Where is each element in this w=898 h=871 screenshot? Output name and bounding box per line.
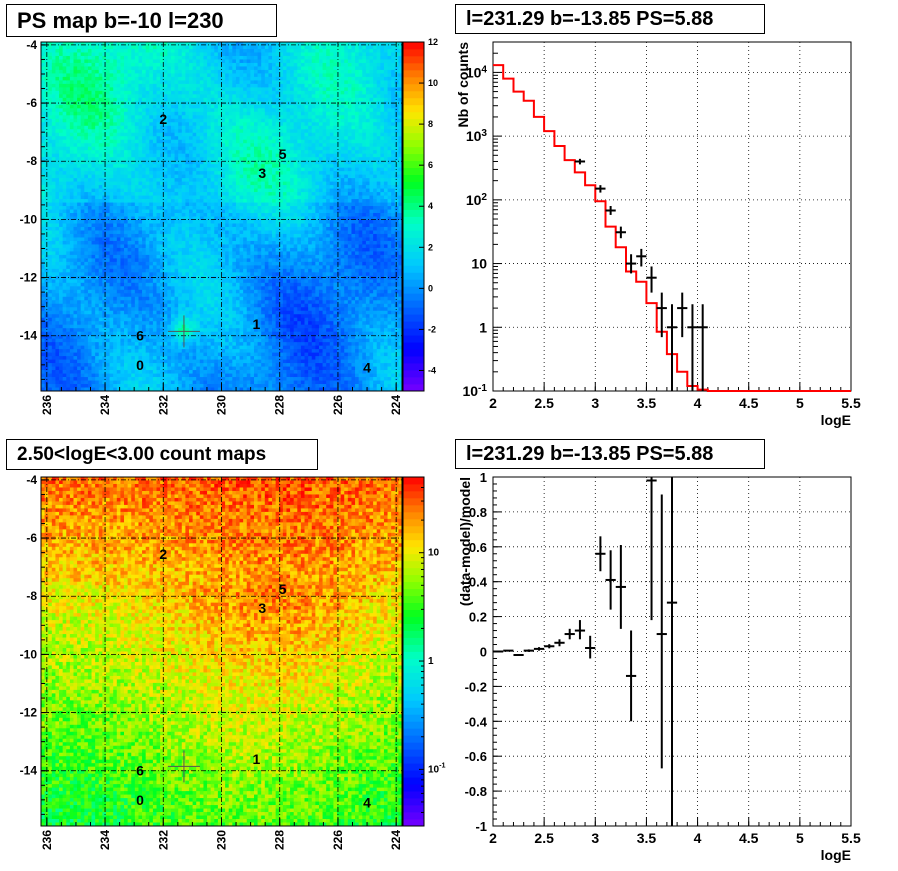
ps-map-colorbar-label: -2 [428,324,436,334]
residual-data-point [503,650,513,651]
count-map-xtick-label: 232 [156,830,170,850]
ps-map-xtick-label: 224 [389,395,403,415]
residual-ytick-label: 0.2 [469,610,487,625]
residual-xtick-label: 5.5 [841,830,861,846]
ps-map-xtick-label: 230 [215,395,229,415]
spectrum-xtick-label: 5.5 [841,395,861,411]
residual-xtick-label: 3 [591,830,599,846]
count-map-colorbar-label: 10 [428,548,440,559]
ps-map-source-label-4: 4 [363,360,371,376]
count-map-source-label-4: 4 [363,795,371,811]
ps-map-source-label-3: 3 [258,165,266,181]
ps-map-colorbar [403,42,424,391]
count-map-colorbar-label: 1 [428,656,434,667]
figure-canvas: 236 234 232 230 228 226 224-4-6-8-10-12-140123… [0,0,898,871]
ps-map-colorbar-label: 2 [428,242,433,252]
ps-map-source-label-1: 1 [253,316,261,332]
spectrum-ytick-label: 103 [466,128,488,144]
ps-map-colorbar-label: 6 [428,160,433,170]
count-map-ytick-label: -12 [20,706,38,720]
count-map-source-label-5: 5 [279,581,287,597]
residual-ytick-label: 0 [480,645,487,660]
count-map-xtick-label: 230 [215,830,229,850]
ps-map-xtick-label: 234 [98,395,112,415]
ps-map-ytick-label: -6 [26,96,37,110]
ps-map-source-label-0: 0 [136,357,144,373]
count-map-source-label-1: 1 [253,751,261,767]
residual-xtick-label: 5 [796,830,804,846]
spectrum-xtick-label: 2.5 [534,395,554,411]
count-map-xtick-label: 228 [273,830,287,850]
spectrum-xtick-label: 3 [591,395,599,411]
ps-map-xtick-label: 226 [331,395,345,415]
ps-map-ytick-label: -8 [26,154,37,168]
spectrum-xtick-label: 5 [796,395,804,411]
ps-map-source-label-6: 6 [136,328,144,344]
ps-map-ytick-label: -10 [20,212,38,226]
count-map-source-label-0: 0 [136,792,144,808]
residual-ytick-label: -0.2 [465,679,487,694]
ps-map-colorbar-label: 10 [428,78,438,88]
residual-xtick-label: 3.5 [637,830,657,846]
spectrum-xtick-label: 3.5 [637,395,657,411]
ps-map-ytick-label: -12 [20,271,38,285]
panel-title-ps-map: PS map b=-10 l=230 [6,4,277,37]
ps-map-colorbar-label: 8 [428,119,433,129]
ps-map-ytick-label: -14 [20,329,38,343]
residual-xtick-label: 4 [694,830,702,846]
ps-map-xtick-label: 236 [40,395,54,415]
panel-title-spectrum: l=231.29 b=-13.85 PS=5.88 [455,4,765,34]
residual-xlabel: logE [821,847,851,863]
residual-xtick-label: 2.5 [534,830,554,846]
spectrum-ytick-label: 102 [466,192,488,208]
residual-ytick-label: -0.4 [465,714,488,729]
ps-map-source-label-5: 5 [279,146,287,162]
residual-data-point [513,654,523,656]
count-map-source-label-2: 2 [159,546,167,562]
spectrum-ytick-label: 10-1 [462,383,487,399]
count-map-ytick-label: -6 [26,531,37,545]
spectrum-xtick-label: 2 [489,395,497,411]
count-map-source-label-6: 6 [136,763,144,779]
ps-map-xtick-label: 232 [156,395,170,415]
count-map-ytick-label: -4 [26,473,37,487]
count-map-xtick-label: 224 [389,830,403,850]
count-map-xtick-label: 236 [40,830,54,850]
count-map-colorbar [403,477,424,826]
residual-data-point [493,651,503,652]
spectrum-ytick-label: 10 [471,256,487,272]
ps-map-xtick-label: 228 [273,395,287,415]
count-map-source-label-3: 3 [258,600,266,616]
count-map-colorbar-label: 10-1 [428,760,446,775]
ps-map-colorbar-label: 4 [428,201,433,211]
spectrum-xlabel: logE [821,412,851,428]
count-map-ytick-label: -10 [20,647,38,661]
spectrum-xtick-label: 4.5 [739,395,759,411]
residual-ytick-label: -0.6 [465,749,487,764]
residual-ylabel: (data-model)/model [457,477,473,606]
ps-map-colorbar-label: 12 [428,37,438,47]
residual-xtick-label: 2 [489,830,497,846]
residual-ytick-label: 1 [480,470,487,485]
panel-title-residual: l=231.29 b=-13.85 PS=5.88 [455,439,765,469]
panel-title-count-map: 2.50<logE<3.00 count maps [6,439,318,470]
ps-map-colorbar-label: -4 [428,365,436,375]
count-map-ytick-label: -8 [26,589,37,603]
spectrum-ytick-label: 1 [479,319,487,335]
residual-ytick-label: -0.8 [465,784,487,799]
count-map-xtick-label: 226 [331,830,345,850]
residual-ytick-label: -1 [475,819,487,834]
count-map-ytick-label: -14 [20,764,38,778]
residual-data-point [524,649,534,651]
ps-map-ytick-label: -4 [26,38,37,52]
spectrum-xtick-label: 4 [694,395,702,411]
ps-map-colorbar-label: 0 [428,283,433,293]
spectrum-ylabel: Nb of counts [455,42,471,128]
residual-xtick-label: 4.5 [739,830,759,846]
count-map-xtick-label: 234 [98,830,112,850]
ps-map-source-label-2: 2 [159,111,167,127]
